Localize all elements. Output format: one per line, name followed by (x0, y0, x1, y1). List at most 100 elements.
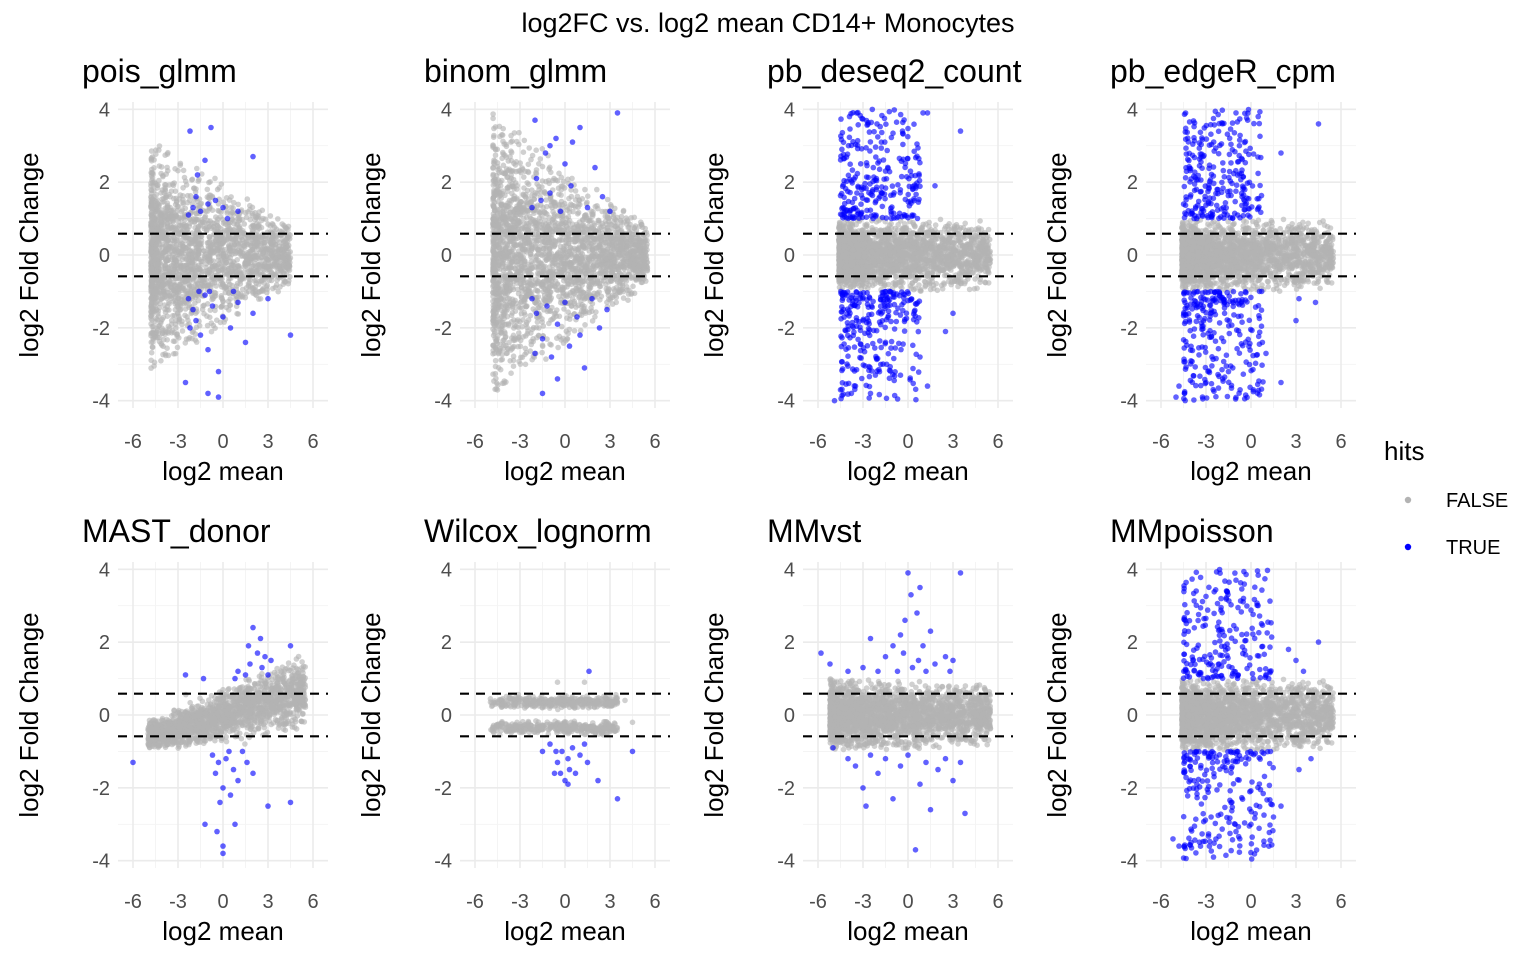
point-false (205, 187, 211, 193)
point-false (270, 247, 276, 253)
point-false (207, 254, 213, 260)
point-false (552, 201, 558, 207)
x-tick-label: -3 (169, 431, 187, 453)
point-false (163, 193, 169, 199)
point-true (202, 292, 208, 298)
point-true (540, 336, 546, 342)
point-true (532, 351, 538, 357)
point-false (491, 126, 497, 132)
point-false (508, 370, 514, 376)
point-false (573, 286, 579, 292)
point-false (275, 289, 281, 295)
point-false (523, 322, 529, 328)
point-false (499, 330, 505, 336)
point-false (511, 344, 517, 350)
point-false (548, 269, 554, 275)
point-false (158, 358, 164, 364)
x-tick-label: -3 (511, 431, 529, 453)
point-false (599, 209, 605, 215)
point-false (156, 323, 162, 329)
point-false (520, 246, 526, 252)
point-false (607, 254, 613, 260)
point-false (536, 251, 542, 257)
point-false (149, 155, 155, 161)
point-false (253, 265, 259, 271)
point-false (500, 346, 506, 352)
point-false (568, 201, 574, 207)
point-false (500, 191, 506, 197)
point-true (205, 201, 211, 207)
point-false (227, 302, 233, 308)
point-false (490, 173, 496, 179)
point-false (492, 323, 498, 329)
point-false (180, 328, 186, 334)
point-false (245, 261, 251, 267)
point-false (149, 266, 155, 272)
point-false (549, 295, 555, 301)
point-false (148, 296, 154, 302)
point-false (228, 296, 234, 302)
point-false (580, 217, 586, 223)
point-false (169, 282, 175, 288)
point-false (562, 270, 568, 276)
point-false (530, 282, 536, 288)
point-false (581, 245, 587, 251)
point-false (221, 319, 227, 325)
point-false (511, 333, 517, 339)
point-false (504, 144, 510, 150)
point-false (493, 152, 499, 158)
point-false (605, 225, 611, 231)
point-true (207, 289, 213, 295)
point-false (196, 240, 202, 246)
point-false (176, 335, 182, 341)
point-true (529, 205, 535, 211)
point-false (260, 288, 266, 294)
point-false (502, 291, 508, 297)
point-false (567, 327, 573, 333)
point-false (500, 323, 506, 329)
figure-title: log2FC vs. log2 mean CD14+ Monocytes (522, 8, 1015, 38)
point-false (512, 130, 518, 136)
point-false (521, 185, 527, 191)
point-true (250, 311, 256, 317)
point-false (490, 290, 496, 296)
point-false (229, 262, 235, 268)
point-false (218, 235, 224, 241)
point-false (569, 194, 575, 200)
point-false (163, 238, 169, 244)
point-false (549, 305, 555, 311)
point-false (538, 156, 544, 162)
point-false (228, 194, 234, 200)
point-false (194, 339, 200, 345)
point-false (593, 204, 599, 210)
points (832, 107, 994, 404)
point-false (614, 264, 620, 270)
x-axis-title: log2 mean (162, 456, 283, 486)
point-true (216, 369, 222, 375)
point-false (493, 189, 499, 195)
point-false (533, 170, 539, 176)
point-false (542, 293, 548, 299)
point-false (581, 309, 587, 315)
point-false (599, 262, 605, 268)
point-true (243, 340, 249, 346)
point-false (490, 314, 496, 320)
point-false (207, 234, 213, 240)
point-false (497, 235, 503, 241)
point-false (270, 286, 276, 292)
point-true (205, 347, 211, 353)
point-false (584, 200, 590, 206)
point-true (187, 325, 193, 331)
point-false (515, 218, 521, 224)
point-false (509, 176, 515, 182)
point-false (497, 304, 503, 310)
point-false (518, 170, 524, 176)
point-false (556, 238, 562, 244)
point-false (542, 234, 548, 240)
point-true (196, 289, 202, 295)
point-true (235, 209, 241, 215)
point-false (497, 179, 503, 185)
x-axis-title: log2 mean (504, 456, 625, 486)
point-false (519, 311, 525, 317)
